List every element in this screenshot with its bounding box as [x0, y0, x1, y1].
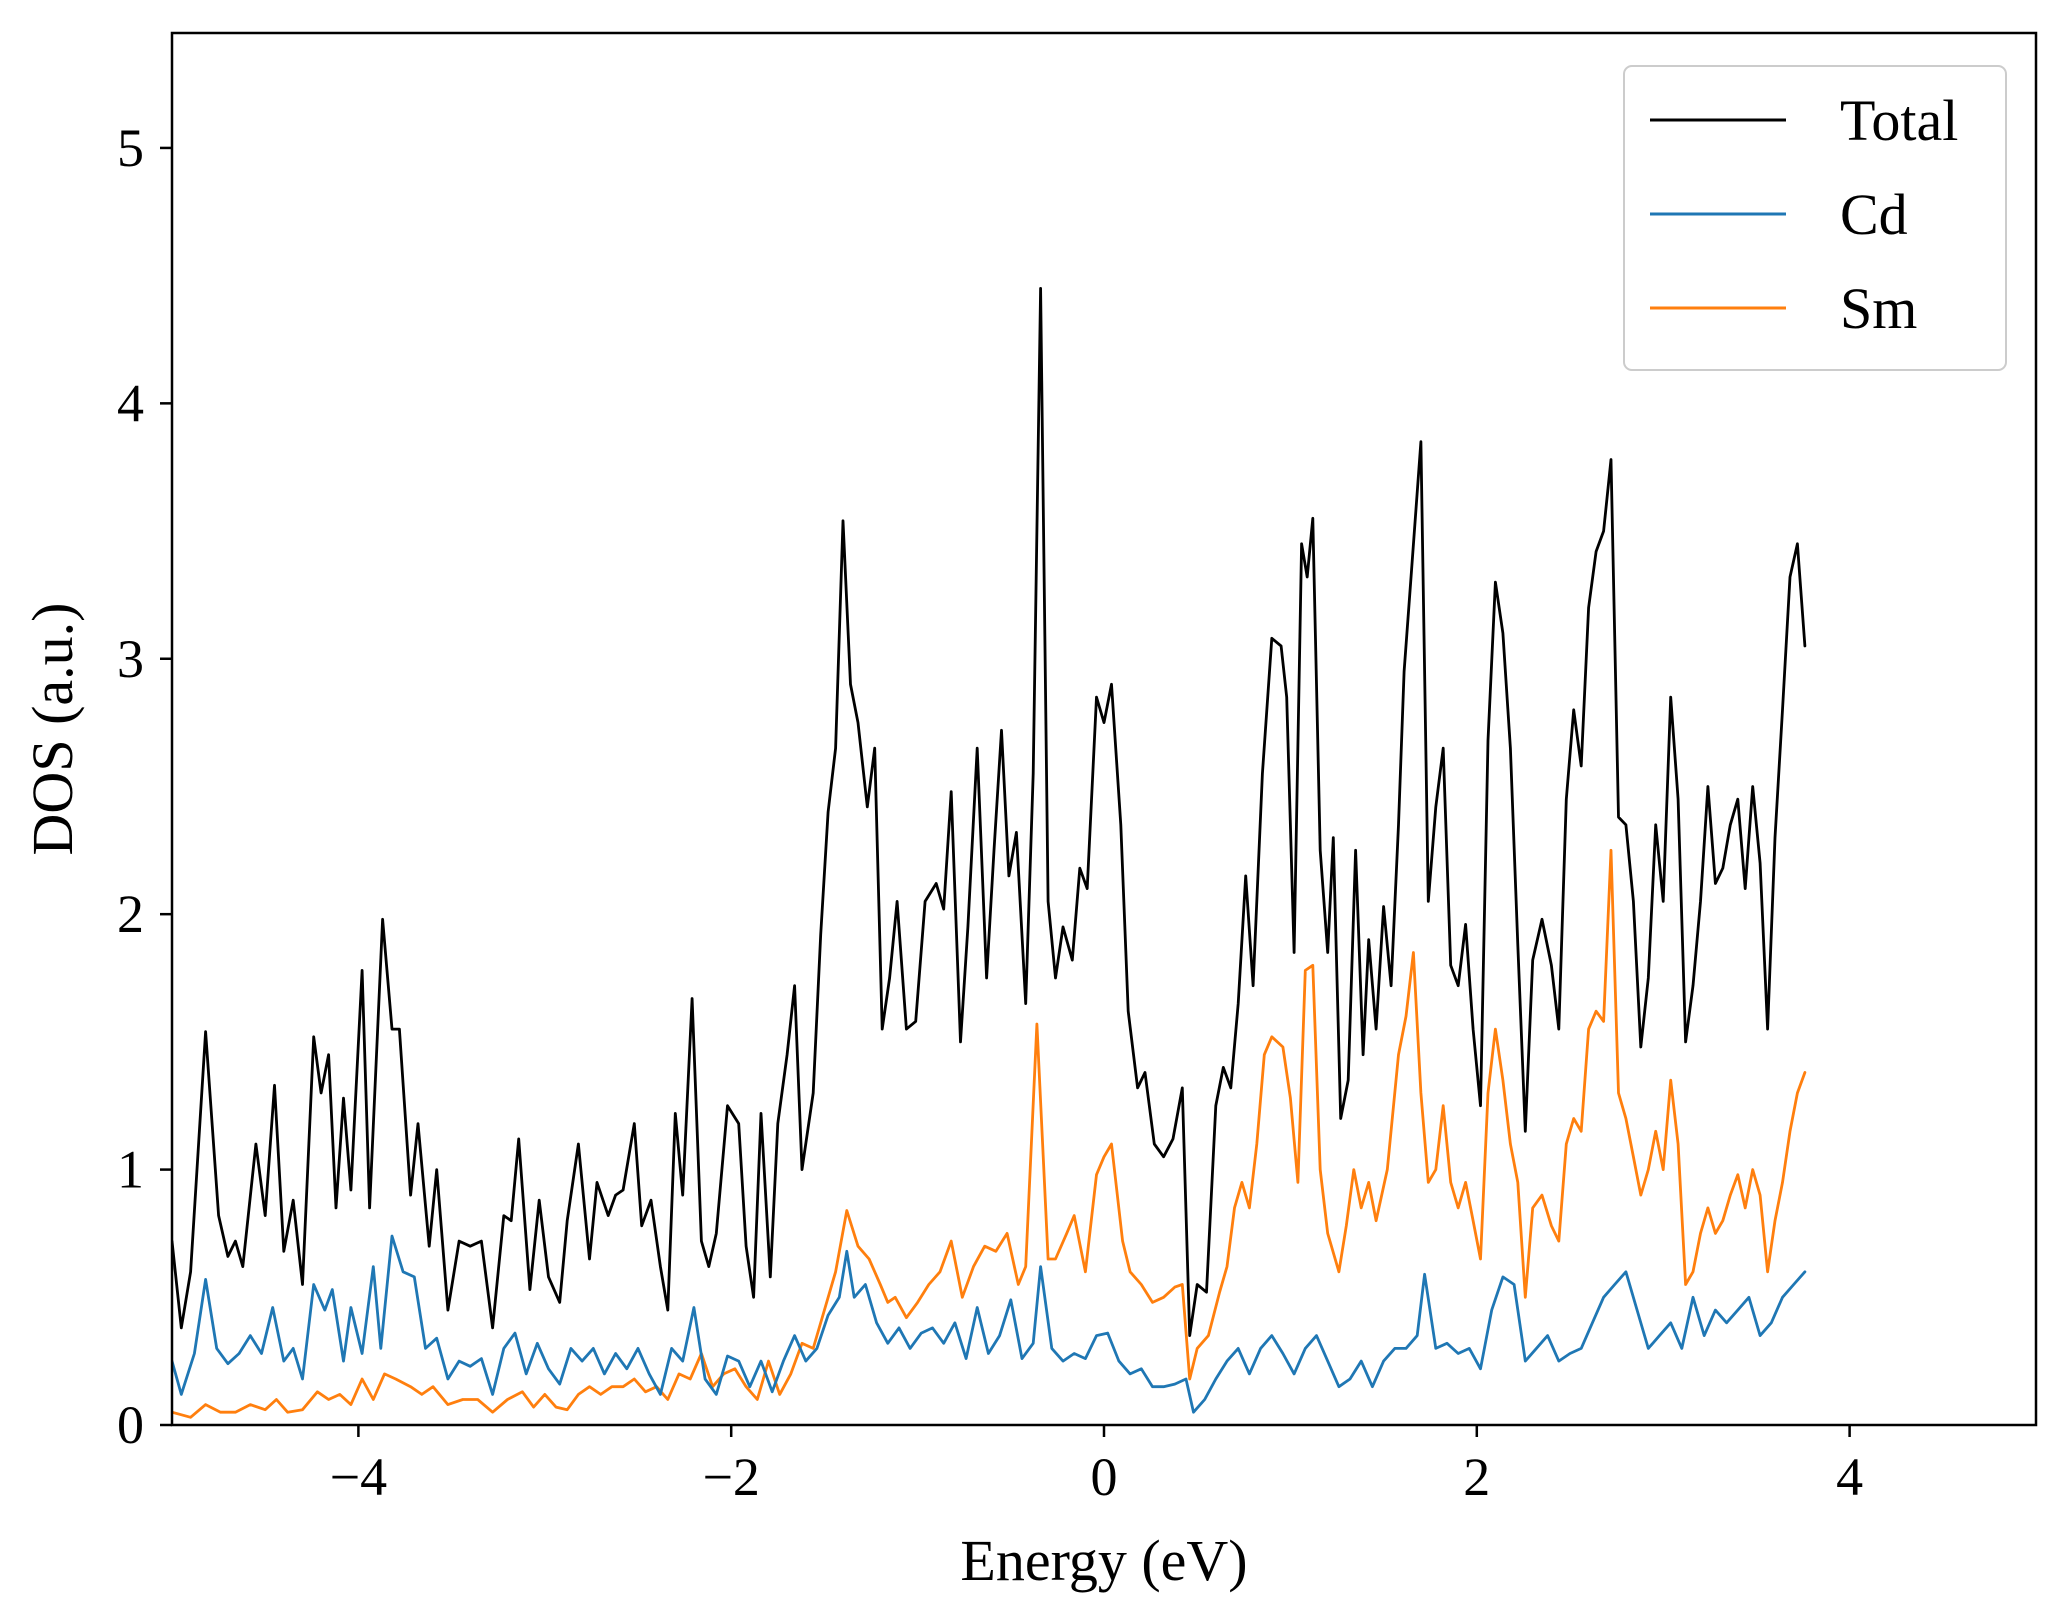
y-axis-label: DOS (a.u.)	[20, 603, 85, 856]
y-tick-label: 2	[117, 884, 144, 944]
x-axis: −4 −2 0 2 4	[330, 1425, 1863, 1507]
series-line-sm	[172, 848, 1807, 1419]
legend-label-cd: Cd	[1840, 182, 1908, 247]
y-tick-label: 5	[117, 118, 144, 178]
y-tick-label: 4	[117, 373, 144, 433]
x-tick-label: 4	[1836, 1447, 1863, 1507]
legend-box	[1623, 65, 2007, 371]
series-line-total	[172, 287, 1807, 1337]
y-tick-label: 3	[117, 629, 144, 689]
legend-label-sm: Sm	[1840, 276, 1917, 341]
legend: Total Cd Sm	[1623, 65, 2007, 371]
x-tick-label: −2	[702, 1447, 759, 1507]
x-axis-label: Energy (eV)	[960, 1528, 1247, 1593]
x-tick-label: 2	[1463, 1447, 1490, 1507]
x-tick-label: −4	[330, 1447, 387, 1507]
series-line-cd	[172, 1234, 1807, 1414]
y-tick-label: 1	[117, 1140, 144, 1200]
legend-label-total: Total	[1840, 88, 1958, 153]
x-tick-label: 0	[1091, 1447, 1118, 1507]
y-axis: 0 1 2 3 4 5	[117, 118, 172, 1455]
series-layer	[172, 287, 1807, 1419]
y-tick-label: 0	[117, 1395, 144, 1455]
